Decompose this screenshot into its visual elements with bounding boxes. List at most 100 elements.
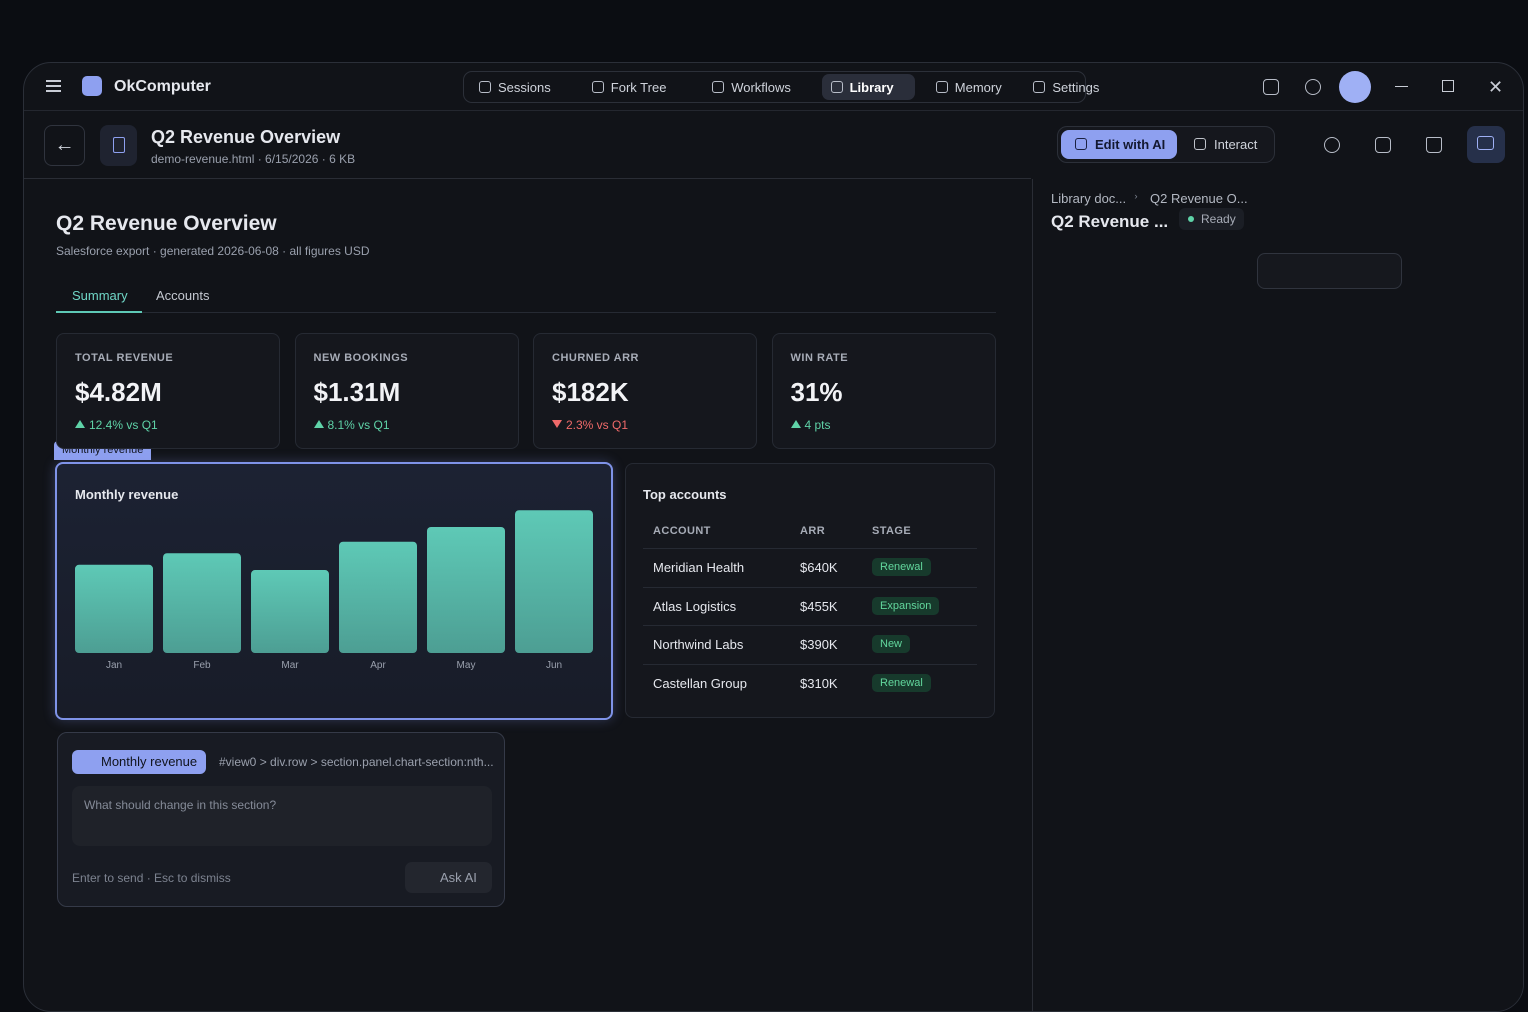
nav-item[interactable]: Workflows	[703, 74, 811, 100]
stage-badge: New	[872, 635, 911, 653]
refresh[interactable]	[1324, 137, 1340, 153]
tab-label: Summary	[72, 288, 128, 303]
assistant-panel: Library doc... › Q2 Revenue O... Q2 Revenue…	[1032, 179, 1523, 1011]
kpi-value: $182K	[552, 377, 629, 407]
kpi-delta-row: 4 pts	[790, 418, 831, 432]
chart-card: Monthly revenue Jan Feb Mar Apr May Jun	[55, 462, 613, 720]
maximize[interactable]	[1442, 80, 1454, 92]
breadcrumb-sep: ›	[1134, 190, 1138, 202]
breadcrumb: Library doc...	[1051, 191, 1127, 206]
account-name: Atlas Logistics	[653, 598, 737, 614]
nav-item[interactable]: Memory	[927, 74, 1013, 100]
tab[interactable]: Summary	[56, 281, 142, 313]
column-header: STAGE	[872, 525, 912, 537]
kpi-delta: 12.4% vs Q1	[89, 418, 158, 432]
table-title: Top accounts	[643, 487, 727, 502]
trend-arrow	[790, 420, 801, 428]
back-button[interactable]: ←	[44, 125, 85, 166]
account-name: Castellan Group	[653, 675, 747, 691]
column-header: ARR	[800, 525, 826, 537]
mode-toggle: Edit with AI Interact	[1057, 126, 1275, 163]
kpi-value: $4.82M	[75, 377, 162, 407]
nav-icon	[1033, 81, 1046, 93]
account-name: Northwind Labs	[653, 637, 744, 652]
x-tick-label: Apr	[370, 660, 386, 671]
nav-label: Memory	[954, 80, 1002, 95]
nav-label: Fork Tree	[610, 80, 667, 95]
column-header: ACCOUNT	[653, 525, 711, 537]
account-arr: $390K	[800, 637, 838, 652]
agent-select[interactable]	[1257, 253, 1402, 289]
nav-item[interactable]: Fork Tree	[583, 74, 691, 100]
open-external[interactable]	[1375, 137, 1391, 153]
nav-label: Workflows	[731, 80, 791, 95]
avatar[interactable]	[1339, 71, 1371, 103]
report-subtitle: Salesforce export · generated 2026-06-08…	[56, 244, 370, 258]
bot-icon[interactable]	[1263, 79, 1279, 95]
x-tick-label: May	[457, 660, 476, 671]
minimize[interactable]	[1395, 86, 1408, 87]
nav-icon	[479, 81, 491, 93]
tab[interactable]: Accounts	[142, 281, 238, 313]
status-dot	[1188, 216, 1194, 222]
nav-icon	[830, 81, 843, 93]
x-tick-label: Jun	[546, 660, 562, 671]
nav-item[interactable]: Settings	[1024, 74, 1125, 100]
kpi-card: NEW BOOKINGS $1.31M 8.1% vs Q1	[294, 333, 519, 449]
kpi-delta-row: 2.3% vs Q1	[552, 418, 628, 432]
kpi-delta-row: 12.4% vs Q1	[75, 418, 158, 432]
divider	[24, 178, 1031, 179]
mode-button[interactable]: Edit with AI	[1061, 130, 1177, 159]
bar	[339, 541, 417, 653]
x-tick-label: Jan	[106, 660, 122, 671]
bar	[515, 510, 593, 653]
popup-tag: Monthly revenue	[72, 750, 207, 774]
x-tick-label: Mar	[281, 660, 299, 671]
ask-ai-button[interactable]: Ask AI	[405, 862, 492, 893]
delete[interactable]	[1426, 137, 1442, 153]
breadcrumb: Q2 Revenue O...	[1150, 191, 1248, 206]
account-arr: $455K	[800, 598, 838, 614]
report-title: Q2 Revenue Overview	[56, 212, 277, 235]
menu-icon[interactable]	[46, 80, 61, 92]
command-icon[interactable]	[1305, 79, 1321, 95]
bar	[75, 564, 153, 653]
nav-item[interactable]: Library	[821, 74, 915, 100]
divider	[24, 110, 1523, 111]
stage-badge: Renewal	[872, 558, 931, 576]
nav-bar: Sessions Fork Tree Workflows Library Memory S…	[463, 71, 1099, 103]
tab-label: Accounts	[156, 288, 210, 303]
selector-path: #view0 > div.row > section.panel.chart-s…	[219, 755, 494, 769]
kpi-delta-row: 8.1% vs Q1	[313, 418, 390, 432]
x-tick-label: Feb	[193, 660, 211, 671]
status-badge: Ready	[1179, 208, 1244, 230]
edit-popup: Monthly revenue #view0 > div.row > secti…	[57, 732, 505, 907]
account-name: Meridian Health	[653, 560, 745, 575]
kpi-label: TOTAL REVENUE	[75, 352, 174, 364]
close[interactable]: ✕	[1488, 77, 1504, 97]
popup-input[interactable]	[72, 786, 492, 846]
account-arr: $310K	[800, 675, 838, 691]
bar-chart: Jan Feb Mar Apr May Jun	[75, 510, 593, 671]
mode-button[interactable]: Interact	[1180, 130, 1276, 159]
kpi-label: WIN RATE	[790, 352, 849, 364]
input-placeholder: What should change in this section?	[84, 798, 277, 812]
nav-item[interactable]: Sessions	[470, 74, 571, 100]
row-divider	[643, 586, 977, 588]
stage-badge: Expansion	[872, 596, 940, 615]
tabs: Summary Accounts	[56, 281, 996, 313]
chart-title: Monthly revenue	[75, 487, 179, 502]
bar	[163, 553, 241, 653]
kpi-delta: 4 pts	[804, 418, 831, 432]
mode-icon	[1194, 138, 1206, 150]
chat-toggle[interactable]	[1467, 126, 1505, 163]
kpi-label: CHURNED ARR	[552, 352, 639, 364]
mode-label: Interact	[1214, 137, 1258, 152]
row-divider	[643, 663, 977, 665]
row-divider	[643, 625, 977, 626]
mode-icon	[1075, 138, 1087, 150]
row-divider	[643, 548, 977, 549]
app-name: OkComputer	[114, 78, 211, 95]
nav-icon	[935, 81, 948, 93]
nav-label: Library	[849, 80, 894, 95]
